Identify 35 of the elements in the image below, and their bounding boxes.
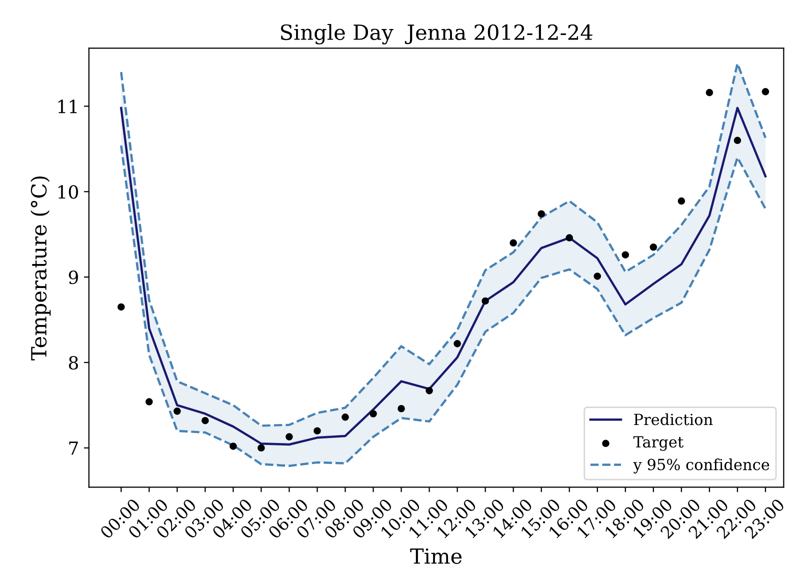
- y-tick-label: 9: [68, 270, 78, 284]
- point: [594, 272, 602, 280]
- y-tick-label: 8: [68, 356, 78, 370]
- point: [510, 239, 517, 247]
- point: [314, 427, 321, 434]
- point: [398, 404, 405, 412]
- point: [118, 303, 125, 311]
- point: [538, 210, 545, 218]
- point: [146, 398, 153, 406]
- point: [706, 88, 714, 96]
- y-tick-label: 7: [69, 442, 78, 455]
- point: [678, 197, 686, 205]
- point: [370, 410, 377, 418]
- y-tick-label: 10: [58, 185, 78, 199]
- legend-label: y 95% confidence: [633, 458, 770, 474]
- point: [622, 251, 630, 258]
- point: [566, 234, 574, 242]
- x-axis-title: Time: [410, 548, 462, 564]
- point: [454, 340, 461, 348]
- point: [734, 136, 742, 144]
- point: [202, 416, 209, 424]
- point: [174, 408, 181, 415]
- point: [286, 433, 293, 440]
- point: [650, 244, 658, 251]
- point: [258, 444, 265, 452]
- point: [482, 297, 489, 305]
- point: [342, 414, 349, 421]
- point: [426, 387, 433, 394]
- legend-label: Prediction: [634, 413, 713, 426]
- point: [762, 88, 770, 96]
- y-tick-label: 11: [58, 100, 77, 114]
- point: [230, 442, 237, 450]
- legend-label: Target: [633, 436, 684, 451]
- chart-title: Single Day Jenna 2012-12-24: [280, 24, 592, 44]
- y-axis-title: Temperature (°C): [30, 176, 51, 360]
